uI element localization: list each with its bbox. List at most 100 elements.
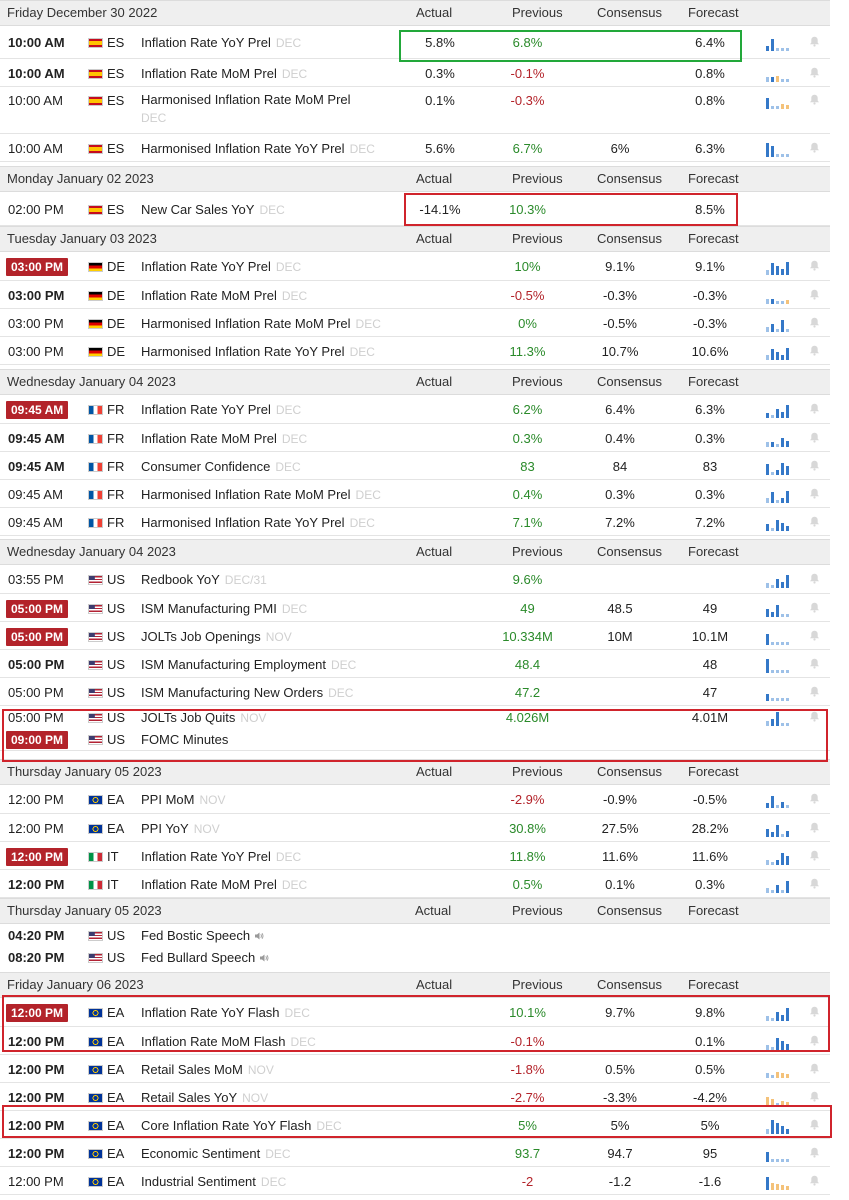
event-row[interactable]: 05:00 PM US JOLTs Job Quits NOV 4.026M 4.01M (0, 706, 830, 727)
event-name[interactable]: Fed Bostic Speech (141, 928, 264, 943)
event-name[interactable]: Harmonised Inflation Rate YoY Prel DEC (141, 515, 375, 530)
bell-icon[interactable] (809, 516, 820, 527)
event-row[interactable]: 03:00 PM DE Inflation Rate YoY Prel DEC 10% 9… (0, 252, 830, 281)
bell-icon[interactable] (809, 36, 820, 47)
event-row[interactable]: 10:00 AM ES Harmonised Inflation Rate YoY … (0, 134, 830, 162)
event-name[interactable]: ISM Manufacturing PMI DEC (141, 601, 307, 616)
event-row[interactable]: 09:45 AM FR Harmonised Inflation Rate MoM … (0, 480, 830, 508)
bell-icon[interactable] (809, 403, 820, 414)
event-row[interactable]: 10:00 AM ES Harmonised Inflation Rate MoM … (0, 87, 830, 134)
trend-chart-icon[interactable] (766, 602, 790, 617)
bell-icon[interactable] (809, 142, 820, 153)
event-row[interactable]: 12:00 PM EA Retail Sales MoM NOV -1.8% 0.5% 0.… (0, 1055, 830, 1083)
event-name[interactable]: Redbook YoY DEC/31 (141, 572, 267, 587)
trend-chart-icon[interactable] (766, 460, 790, 475)
event-row[interactable]: 08:20 PM US Fed Bullard Speech (0, 946, 830, 967)
event-row[interactable]: 05:00 PM US ISM Manufacturing PMI DEC 49 48.5… (0, 594, 830, 622)
bell-icon[interactable] (809, 658, 820, 669)
event-name[interactable]: Industrial Sentiment DEC (141, 1174, 286, 1189)
event-row[interactable]: 03:55 PM US Redbook YoY DEC/31 9.6% (0, 565, 830, 594)
event-name[interactable]: Harmonised Inflation Rate YoY Prel DEC (141, 141, 375, 156)
event-row[interactable]: 09:45 AM FR Harmonised Inflation Rate YoY … (0, 508, 830, 536)
trend-chart-icon[interactable] (766, 1006, 790, 1021)
event-name[interactable]: Inflation Rate MoM Prel DEC (141, 431, 307, 446)
event-row[interactable]: 12:00 PM EA Inflation Rate MoM Flash DEC -0.… (0, 1027, 830, 1055)
event-row[interactable]: 12:00 PM EA PPI MoM NOV -2.9% -0.9% -0.5% (0, 785, 830, 814)
trend-chart-icon[interactable] (766, 403, 790, 418)
bell-icon[interactable] (809, 1119, 820, 1130)
event-row[interactable]: 12:00 PM IT Inflation Rate MoM Prel DEC 0.5%… (0, 870, 830, 898)
trend-chart-icon[interactable] (766, 822, 790, 837)
bell-icon[interactable] (809, 878, 820, 889)
bell-icon[interactable] (809, 686, 820, 697)
bell-icon[interactable] (809, 1006, 820, 1017)
event-name[interactable]: JOLTs Job Quits NOV (141, 710, 266, 725)
trend-chart-icon[interactable] (766, 573, 790, 588)
event-name[interactable]: JOLTs Job Openings NOV (141, 629, 292, 644)
trend-chart-icon[interactable] (766, 432, 790, 447)
event-row[interactable]: 12:00 PM IT Inflation Rate YoY Prel DEC 11.8… (0, 842, 830, 870)
trend-chart-icon[interactable] (766, 1091, 790, 1106)
event-name[interactable]: Economic Sentiment DEC (141, 1146, 291, 1161)
bell-icon[interactable] (809, 630, 820, 641)
event-name[interactable]: Inflation Rate YoY Prel DEC (141, 849, 301, 864)
event-row[interactable]: 09:45 AM FR Consumer Confidence DEC 83 84 83 (0, 452, 830, 480)
trend-chart-icon[interactable] (766, 1119, 790, 1134)
trend-chart-icon[interactable] (766, 488, 790, 503)
event-row[interactable]: 03:00 PM DE Harmonised Inflation Rate MoM … (0, 309, 830, 337)
event-name[interactable]: Inflation Rate MoM Prel DEC (141, 288, 307, 303)
event-row[interactable]: 09:45 AM FR Inflation Rate MoM Prel DEC 0.3%… (0, 424, 830, 452)
event-name[interactable]: Inflation Rate MoM Prel DEC (141, 877, 307, 892)
bell-icon[interactable] (809, 793, 820, 804)
bell-icon[interactable] (809, 432, 820, 443)
event-name[interactable]: Consumer Confidence DEC (141, 459, 301, 474)
trend-chart-icon[interactable] (766, 686, 790, 701)
bell-icon[interactable] (809, 711, 820, 722)
trend-chart-icon[interactable] (766, 317, 790, 332)
event-row[interactable]: 03:00 PM DE Harmonised Inflation Rate YoY … (0, 337, 830, 365)
trend-chart-icon[interactable] (766, 516, 790, 531)
event-row[interactable]: 12:00 PM EA Economic Sentiment DEC 93.7 94.7 9… (0, 1139, 830, 1167)
bell-icon[interactable] (809, 1063, 820, 1074)
event-row[interactable]: 12:00 PM EA Inflation Rate YoY Flash DEC 10.… (0, 998, 830, 1027)
trend-chart-icon[interactable] (766, 711, 790, 726)
event-name[interactable]: Harmonised Inflation Rate YoY Prel DEC (141, 344, 375, 359)
event-row[interactable]: 09:45 AM FR Inflation Rate YoY Prel DEC 6.2%… (0, 395, 830, 424)
trend-chart-icon[interactable] (766, 289, 790, 304)
event-row[interactable]: 12:00 PM EA PPI YoY NOV 30.8% 27.5% 28.2% (0, 814, 830, 842)
bell-icon[interactable] (809, 850, 820, 861)
event-name[interactable]: ISM Manufacturing Employment DEC (141, 657, 356, 672)
trend-chart-icon[interactable] (766, 345, 790, 360)
trend-chart-icon[interactable] (766, 658, 790, 673)
event-row[interactable]: 12:00 PM EA Core Inflation Rate YoY Flash D… (0, 1111, 830, 1139)
bell-icon[interactable] (809, 94, 820, 105)
event-row[interactable]: 12:00 PM EA Retail Sales YoY NOV -2.7% -3.3% -… (0, 1083, 830, 1111)
event-row[interactable]: 10:00 AM ES Inflation Rate MoM Prel DEC 0.3%… (0, 59, 830, 87)
bell-icon[interactable] (809, 488, 820, 499)
trend-chart-icon[interactable] (766, 67, 790, 82)
bell-icon[interactable] (809, 260, 820, 271)
trend-chart-icon[interactable] (766, 793, 790, 808)
trend-chart-icon[interactable] (766, 878, 790, 893)
event-name[interactable]: Inflation Rate MoM Flash DEC (141, 1034, 316, 1049)
event-row[interactable]: 05:00 PM US ISM Manufacturing New Orders DE… (0, 678, 830, 706)
bell-icon[interactable] (809, 1091, 820, 1102)
bell-icon[interactable] (809, 573, 820, 584)
event-row[interactable]: 04:20 PM US Fed Bostic Speech (0, 924, 830, 945)
event-name[interactable]: Retail Sales YoY NOV (141, 1090, 268, 1105)
event-name[interactable]: PPI MoM NOV (141, 792, 225, 807)
event-name[interactable]: Harmonised Inflation Rate MoM Prel DEC (141, 316, 381, 331)
event-row[interactable]: 03:00 PM DE Inflation Rate MoM Prel DEC -0.5… (0, 281, 830, 309)
bell-icon[interactable] (809, 460, 820, 471)
event-row[interactable]: 05:00 PM US ISM Manufacturing Employment DE… (0, 650, 830, 678)
event-name[interactable]: Harmonised Inflation Rate MoM Prel DEC (141, 90, 391, 128)
trend-chart-icon[interactable] (766, 1035, 790, 1050)
trend-chart-icon[interactable] (766, 1175, 790, 1190)
event-row[interactable]: 09:00 PM US FOMC Minutes (0, 728, 830, 751)
bell-icon[interactable] (809, 1147, 820, 1158)
event-name[interactable]: PPI YoY NOV (141, 821, 220, 836)
bell-icon[interactable] (809, 602, 820, 613)
bell-icon[interactable] (809, 67, 820, 78)
trend-chart-icon[interactable] (766, 94, 790, 109)
bell-icon[interactable] (809, 289, 820, 300)
